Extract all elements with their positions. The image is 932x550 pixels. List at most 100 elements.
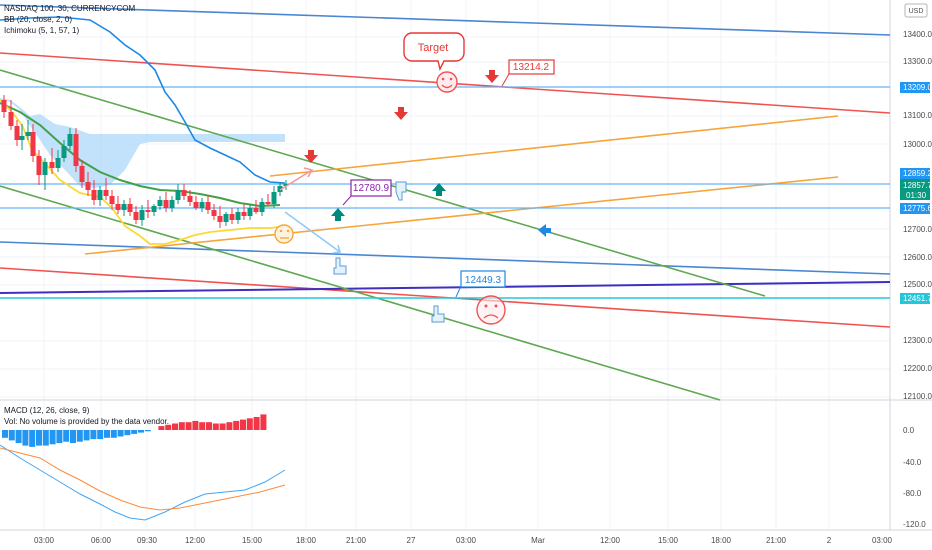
candle: [265, 202, 271, 204]
macd-bar: [158, 426, 165, 430]
candle: [109, 196, 115, 204]
currency-badge[interactable]: USD: [904, 3, 928, 18]
candle: [205, 202, 211, 210]
macd-bar: [90, 430, 97, 440]
svg-text:13300.0: 13300.0: [903, 57, 932, 66]
macd-legend[interactable]: MACD (12, 26, close, 9): [4, 406, 90, 415]
svg-text:27: 27: [407, 536, 416, 545]
candle: [283, 184, 289, 186]
candle: [145, 210, 151, 212]
svg-text:18:00: 18:00: [711, 536, 732, 545]
bb-legend[interactable]: BB (20, close, 2, 0): [4, 15, 73, 24]
svg-text:Mar: Mar: [531, 536, 545, 545]
projection-arrows-blue: [284, 211, 342, 254]
candle: [85, 182, 91, 190]
svg-text:13400.0: 13400.0: [903, 30, 932, 39]
svg-text:12857.7: 12857.7: [903, 181, 932, 190]
price-label-mid[interactable]: 12780.9: [342, 179, 392, 206]
bb-upper-line: [0, 16, 286, 184]
candle: [14, 126, 20, 140]
candle: [73, 134, 79, 166]
macd-bar: [42, 430, 49, 446]
price-label-mid-text: 12780.9: [353, 183, 390, 194]
svg-text:0.0: 0.0: [903, 426, 915, 435]
svg-text:03:00: 03:00: [34, 536, 55, 545]
macd-bar: [219, 423, 226, 430]
price-label-low[interactable]: 12449.3: [455, 270, 506, 298]
target-callout[interactable]: Target: [403, 32, 465, 72]
candle: [163, 200, 169, 208]
candle: [8, 112, 14, 126]
candle: [55, 158, 61, 168]
macd-bar: [22, 430, 29, 446]
bb-basis-line: [0, 102, 281, 208]
svg-text:2: 2: [827, 536, 832, 545]
svg-text:13100.0: 13100.0: [903, 111, 932, 120]
macd-bar: [117, 430, 124, 437]
arrow-down-icon: [304, 150, 318, 163]
macd-bar: [172, 423, 178, 430]
time-axis[interactable]: 03:00 06:00 09:30 12:00 15:00 18:00 21:0…: [34, 536, 893, 545]
candle: [241, 212, 247, 216]
macd-bar: [2, 430, 8, 438]
macd-bar: [49, 430, 56, 445]
candle: [253, 208, 259, 212]
candle: [271, 192, 277, 204]
macd-bar: [185, 422, 192, 430]
candle: [91, 190, 97, 200]
macd-bar: [70, 430, 76, 443]
svg-text:03:00: 03:00: [456, 536, 477, 545]
candle: [36, 156, 42, 175]
ichimoku-legend[interactable]: Ichimoku (5, 1, 57, 1): [4, 26, 80, 35]
svg-text:12775.6: 12775.6: [903, 204, 932, 213]
candle: [25, 132, 31, 136]
svg-text:15:00: 15:00: [242, 536, 263, 545]
candle: [19, 136, 25, 140]
svg-text:15:00: 15:00: [658, 536, 679, 545]
candle: [187, 196, 193, 202]
macd-bar: [15, 430, 22, 443]
price-axis[interactable]: 13400.0 13300.0 13100.0 13000.0 12700.0 …: [903, 30, 932, 401]
macd-bar: [97, 430, 104, 440]
volume-legend[interactable]: Vol: No volume is provided by the data v…: [4, 417, 169, 426]
price-flags: 13209.0 12859.2 12857.7 01:30 12775.6 12…: [900, 82, 932, 304]
macd-bar: [226, 422, 233, 430]
candle: [49, 162, 55, 168]
macd-bar: [233, 420, 240, 430]
macd-bar: [83, 430, 90, 441]
svg-text:12200.0: 12200.0: [903, 364, 932, 373]
candle: [223, 214, 229, 222]
target-label: Target: [418, 42, 449, 54]
macd-bar: [246, 418, 253, 430]
macd-histogram: [2, 414, 267, 447]
svg-text:13000.0: 13000.0: [903, 140, 932, 149]
svg-text:12100.0: 12100.0: [903, 392, 932, 401]
candle: [121, 204, 127, 210]
macd-bar: [8, 430, 15, 441]
candle: [139, 210, 145, 220]
svg-text:03:00: 03:00: [872, 536, 893, 545]
direction-markers: [304, 70, 551, 237]
candle: [217, 216, 223, 222]
macd-bar: [56, 430, 63, 443]
macd-bar: [110, 430, 117, 438]
arrow-down-icon: [394, 107, 408, 120]
macd-axis[interactable]: 0.0 -40.0 -80.0 -120.0: [903, 426, 926, 529]
candle: [115, 204, 121, 210]
price-label-top[interactable]: 13214.2: [501, 59, 555, 87]
macd-bar: [104, 430, 110, 438]
candle: [193, 202, 199, 208]
symbol-legend[interactable]: NASDAQ 100, 30, CURRENCYCOM: [4, 4, 136, 13]
macd-bar: [29, 430, 36, 447]
candle: [79, 166, 85, 182]
candles[interactable]: [1, 95, 289, 228]
price-label-low-text: 12449.3: [465, 275, 502, 286]
arrow-up-icon: [432, 183, 446, 196]
candle: [181, 190, 187, 196]
candle: [211, 210, 217, 216]
macd-bar: [165, 424, 172, 430]
svg-text:12600.0: 12600.0: [903, 253, 932, 262]
svg-text:18:00: 18:00: [296, 536, 317, 545]
svg-text:-80.0: -80.0: [903, 489, 922, 498]
